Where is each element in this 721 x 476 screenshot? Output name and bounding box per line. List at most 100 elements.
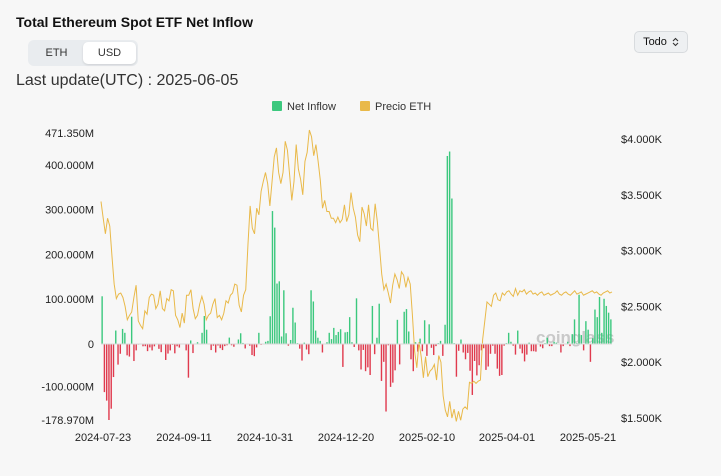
inflow-bar xyxy=(578,294,580,344)
inflow-bar xyxy=(410,344,412,360)
inflow-bar xyxy=(394,344,396,371)
inflow-bar xyxy=(417,344,419,352)
inflow-bar xyxy=(151,344,153,351)
inflow-bar xyxy=(498,344,501,376)
inflow-bar xyxy=(255,344,258,348)
inflow-bar xyxy=(339,329,342,344)
inflow-bar xyxy=(355,298,358,344)
inflow-bar xyxy=(201,332,203,344)
inflow-bar xyxy=(478,344,480,366)
inflow-bar xyxy=(528,342,530,344)
inflow-bar xyxy=(489,344,492,354)
inflow-bar xyxy=(501,344,503,375)
toggle-usd-button[interactable]: USD xyxy=(83,42,136,64)
inflow-bar xyxy=(521,344,523,354)
inflow-bar xyxy=(337,331,340,344)
inflow-bar xyxy=(580,335,583,344)
inflow-bar xyxy=(258,332,260,344)
inflow-bar xyxy=(135,344,137,351)
inflow-bar xyxy=(287,344,290,346)
left-axis-tick-label: 200.000M xyxy=(45,250,94,262)
inflow-bar xyxy=(165,344,167,360)
inflow-bar xyxy=(587,329,589,344)
unit-toggle: ETH USD xyxy=(28,40,138,66)
inflow-bar xyxy=(271,211,274,344)
inflow-bar xyxy=(346,331,349,344)
legend-swatch xyxy=(272,101,282,111)
inflow-bar xyxy=(289,339,292,344)
inflow-bar xyxy=(217,344,219,346)
inflow-bar xyxy=(369,344,371,375)
inflow-bar xyxy=(196,342,199,344)
inflow-bar xyxy=(542,344,544,349)
inflow-bar xyxy=(269,316,271,344)
inflow-bar xyxy=(408,331,410,344)
right-axis-tick-label: $3.500K xyxy=(621,190,663,202)
inflow-bar xyxy=(403,311,405,344)
x-axis-tick-label: 2025-02-10 xyxy=(399,432,455,444)
inflow-bar xyxy=(494,344,496,354)
inflow-bar xyxy=(605,305,608,344)
inflow-bar xyxy=(510,341,512,344)
inflow-bar xyxy=(467,344,469,353)
inflow-bar xyxy=(405,309,408,344)
inflow-bar xyxy=(553,341,555,344)
inflow-bar xyxy=(158,344,160,349)
inflow-bar xyxy=(573,319,576,344)
chart-legend: Net Inflow Precio ETH xyxy=(272,101,431,113)
inflow-bar xyxy=(380,344,383,381)
inflow-bars xyxy=(101,151,612,420)
inflow-bar xyxy=(430,344,433,348)
inflow-bar xyxy=(487,344,489,367)
inflow-bar xyxy=(103,344,106,393)
inflow-bar xyxy=(496,344,499,369)
inflow-bar xyxy=(414,342,417,344)
inflow-bar xyxy=(342,344,344,367)
range-select[interactable]: Todo xyxy=(634,31,688,53)
inflow-bar xyxy=(582,344,585,351)
inflow-bar xyxy=(358,344,360,351)
inflow-bar xyxy=(167,344,169,354)
right-axis-tick-label: $2.000K xyxy=(621,357,663,369)
inflow-bar xyxy=(308,344,310,355)
inflow-bar xyxy=(285,333,287,344)
inflow-bar xyxy=(526,344,528,355)
inflow-bar xyxy=(428,324,430,344)
inflow-bar xyxy=(569,344,571,347)
legend-item[interactable]: Precio ETH xyxy=(360,101,431,113)
inflow-bar xyxy=(514,344,517,355)
inflow-bar xyxy=(551,344,553,347)
inflow-bar xyxy=(112,344,115,378)
inflow-bar xyxy=(146,344,149,352)
inflow-bar xyxy=(596,317,598,344)
inflow-bar xyxy=(239,333,242,344)
left-axis-tick-label: -100.000M xyxy=(41,382,94,394)
inflow-bar xyxy=(555,342,558,344)
inflow-bar xyxy=(274,227,276,344)
inflow-bar xyxy=(321,344,324,353)
last-update-text: Last update(UTC) : 2025-06-05 xyxy=(16,72,239,89)
inflow-bar xyxy=(110,344,112,409)
page-title: Total Ethereum Spot ETF Net Inflow xyxy=(16,14,253,30)
inflow-bar xyxy=(426,344,428,356)
inflow-bar xyxy=(251,344,253,356)
inflow-bar xyxy=(242,342,244,344)
toggle-eth-button[interactable]: ETH xyxy=(30,42,83,64)
left-axis-tick-label: 300.000M xyxy=(45,205,94,217)
left-axis-tick-label: -178.970M xyxy=(41,415,94,427)
inflow-bar xyxy=(385,344,387,412)
legend-item[interactable]: Net Inflow xyxy=(272,101,336,113)
inflow-bar xyxy=(203,315,206,344)
right-axis: $4.000K $3.500K $3.000K $2.500K $2.000K $1.50… xyxy=(621,134,663,425)
inflow-bar xyxy=(503,344,505,346)
inflow-bar xyxy=(598,297,601,344)
inflow-bar xyxy=(567,341,569,344)
inflow-bar xyxy=(169,344,171,351)
inflow-bar xyxy=(133,344,135,362)
inflow-bar xyxy=(396,319,399,344)
inflow-bar xyxy=(190,340,192,344)
inflow-bar xyxy=(344,332,346,344)
inflow-bar xyxy=(335,335,337,344)
legend-swatch xyxy=(360,101,370,111)
